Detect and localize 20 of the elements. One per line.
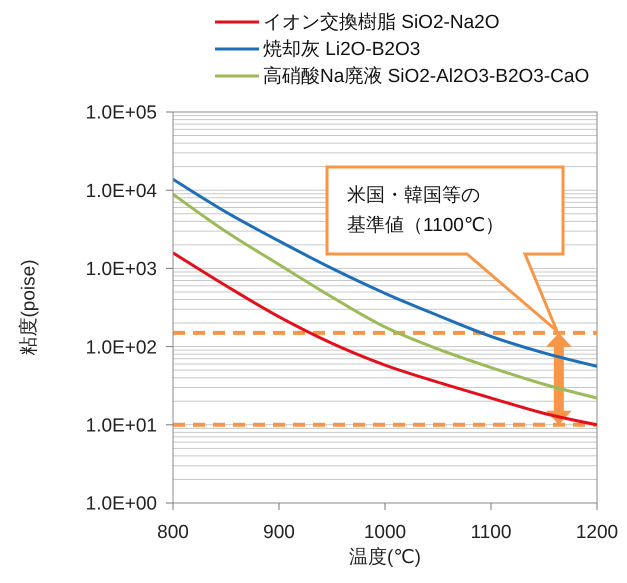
legend-label: 高硝酸Na廃液 SiO2-Al2O3-B2O3-CaO	[263, 64, 590, 88]
y-tick-label: 1.0E+00	[86, 494, 157, 515]
x-tick-label: 1200	[576, 522, 618, 544]
y-tick-label: 1.0E+05	[86, 102, 157, 124]
x-tick-label: 900	[263, 522, 295, 544]
x-tick-label: 1000	[364, 522, 406, 544]
y-tick-label: 1.0E+04	[86, 180, 158, 202]
callout-box: 米国・韓国等の基準値（1100℃）	[326, 166, 564, 332]
x-tick-label: 1100	[470, 522, 512, 544]
y-tick-label: 1.0E+02	[86, 337, 157, 358]
x-tick-label: 800	[157, 522, 189, 544]
x-axis-title: 温度(℃)	[349, 546, 421, 568]
legend-label: 焼却灰 Li2O-B2O3	[263, 38, 420, 62]
legend-label: イオン交換樹脂 SiO2-Na2O	[263, 10, 500, 34]
line-series	[173, 251, 597, 426]
line-series	[173, 178, 597, 368]
y-axis-title: 粘度(poise)	[18, 259, 40, 356]
annotation: 米国・韓国等の基準値（1100℃）	[347, 185, 504, 236]
y-tick-label: 1.0E+03	[86, 259, 157, 280]
y-tick-label: 1.0E+01	[86, 415, 157, 436]
